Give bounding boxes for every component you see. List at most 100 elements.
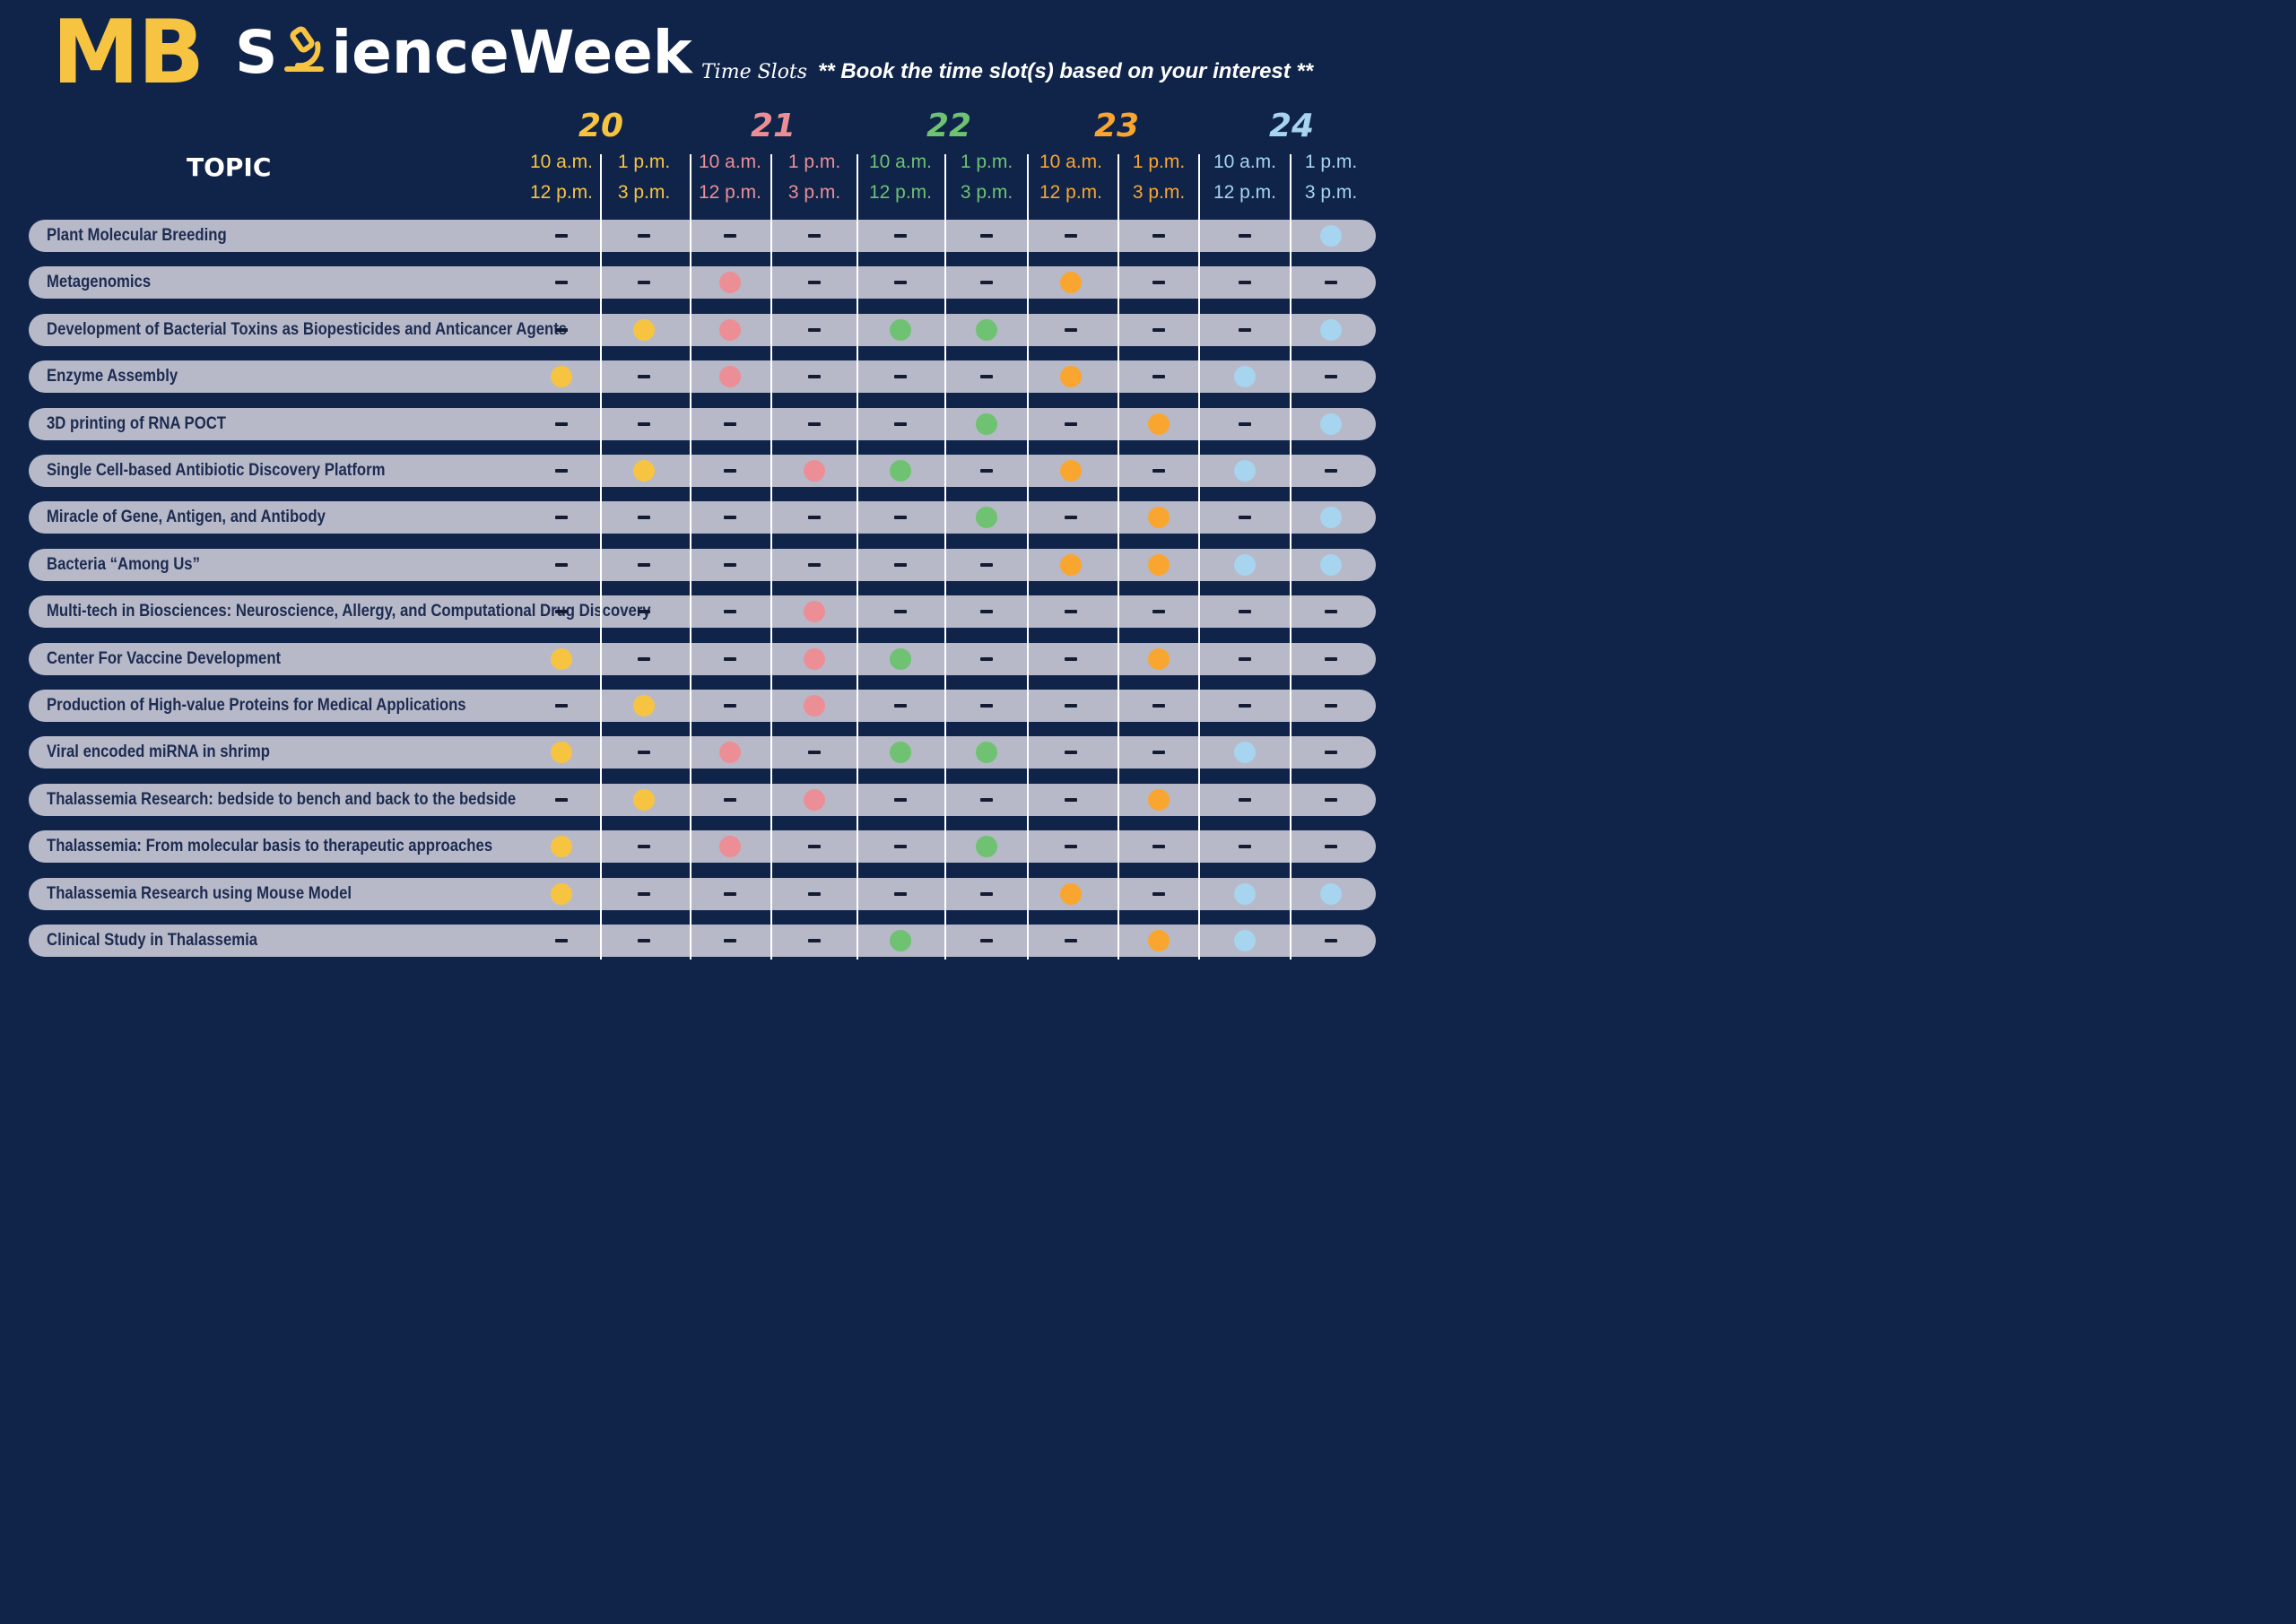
topic-label: Miracle of Gene, Antigen, and Antibody (47, 508, 326, 527)
available-slot-dot[interactable] (1060, 553, 1082, 576)
topic-label: Thalassemia: From molecular basis to the… (47, 837, 493, 856)
table-row (29, 313, 1376, 346)
available-slot-dot[interactable] (804, 601, 825, 623)
available-slot-dot[interactable] (1320, 507, 1342, 529)
available-slot-dot[interactable] (890, 318, 911, 341)
available-slot-dot[interactable] (1320, 413, 1342, 435)
available-slot-dot[interactable] (633, 460, 655, 482)
unavailable-slot-dash (808, 751, 821, 755)
available-slot-dot[interactable] (551, 836, 572, 858)
unavailable-slot-dash (1325, 281, 1337, 285)
available-slot-dot[interactable] (1234, 366, 1256, 388)
available-slot-dot[interactable] (976, 318, 997, 341)
slot-label: 1 p.m. 3 p.m. (1114, 147, 1204, 208)
day-label: 23 (1093, 108, 1140, 144)
available-slot-dot[interactable] (633, 695, 655, 716)
unavailable-slot-dash (1152, 375, 1165, 379)
slot-start: 1 p.m. (617, 152, 671, 172)
unavailable-slot-dash (555, 797, 568, 802)
available-slot-dot[interactable] (633, 788, 655, 811)
available-slot-dot[interactable] (551, 366, 572, 388)
available-slot-dot[interactable] (1234, 460, 1256, 482)
unavailable-slot-dash (808, 516, 821, 520)
unavailable-slot-dash (1152, 469, 1165, 473)
slot-end: 12 p.m. (868, 182, 933, 203)
slot-start: 10 a.m. (698, 152, 762, 172)
available-slot-dot[interactable] (976, 507, 997, 529)
topic-label: Thalassemia Research: bedside to bench a… (47, 789, 517, 809)
available-slot-dot[interactable] (1234, 742, 1256, 764)
slot-label: 1 p.m. 3 p.m. (770, 147, 859, 208)
available-slot-dot[interactable] (804, 460, 825, 482)
unavailable-slot-dash (638, 891, 650, 896)
unavailable-slot-dash (1152, 891, 1165, 896)
available-slot-dot[interactable] (1060, 272, 1082, 294)
available-slot-dot[interactable] (890, 930, 911, 951)
unavailable-slot-dash (1325, 469, 1337, 473)
available-slot-dot[interactable] (890, 460, 911, 482)
available-slot-dot[interactable] (719, 836, 741, 858)
unavailable-slot-dash (1239, 704, 1251, 708)
unavailable-slot-dash (1239, 281, 1251, 285)
available-slot-dot[interactable] (1060, 882, 1082, 905)
unavailable-slot-dash (894, 234, 907, 238)
available-slot-dot[interactable] (1234, 930, 1256, 951)
unavailable-slot-dash (808, 375, 821, 379)
available-slot-dot[interactable] (890, 742, 911, 764)
unavailable-slot-dash (1152, 845, 1165, 849)
available-slot-dot[interactable] (1320, 882, 1342, 905)
available-slot-dot[interactable] (633, 318, 655, 341)
available-slot-dot[interactable] (551, 647, 572, 670)
available-slot-dot[interactable] (1234, 882, 1256, 905)
available-slot-dot[interactable] (1060, 460, 1082, 482)
available-slot-dot[interactable] (1148, 413, 1170, 435)
available-slot-dot[interactable] (804, 647, 825, 670)
available-slot-dot[interactable] (1148, 553, 1170, 576)
unavailable-slot-dash (1065, 797, 1077, 802)
unavailable-slot-dash (980, 375, 993, 379)
unavailable-slot-dash (638, 939, 650, 942)
available-slot-dot[interactable] (1148, 788, 1170, 811)
available-slot-dot[interactable] (1320, 225, 1342, 247)
available-slot-dot[interactable] (719, 366, 741, 388)
unavailable-slot-dash (724, 610, 736, 614)
unavailable-slot-dash (894, 421, 907, 426)
available-slot-dot[interactable] (804, 788, 825, 811)
tagline: ** Book the time slot(s) based on your i… (818, 59, 1314, 83)
available-slot-dot[interactable] (719, 272, 741, 294)
slot-end: 3 p.m. (1132, 182, 1186, 203)
available-slot-dot[interactable] (804, 695, 825, 716)
available-slot-dot[interactable] (1320, 318, 1342, 341)
available-slot-dot[interactable] (976, 413, 997, 435)
slot-end: 3 p.m. (960, 182, 1013, 203)
available-slot-dot[interactable] (1148, 647, 1170, 670)
unavailable-slot-dash (894, 375, 907, 379)
available-slot-dot[interactable] (1234, 553, 1256, 576)
available-slot-dot[interactable] (1060, 366, 1082, 388)
available-slot-dot[interactable] (1320, 553, 1342, 576)
topic-label: Plant Molecular Breeding (47, 226, 227, 245)
unavailable-slot-dash (980, 562, 993, 567)
available-slot-dot[interactable] (976, 836, 997, 858)
unavailable-slot-dash (724, 939, 736, 942)
column-divider (1118, 154, 1119, 960)
available-slot-dot[interactable] (976, 742, 997, 764)
table-row (29, 690, 1376, 722)
available-slot-dot[interactable] (551, 882, 572, 905)
available-slot-dot[interactable] (1148, 507, 1170, 529)
column-divider (600, 154, 602, 960)
unavailable-slot-dash (555, 939, 568, 942)
available-slot-dot[interactable] (890, 647, 911, 670)
available-slot-dot[interactable] (1148, 930, 1170, 951)
slot-label: 10 a.m. 12 p.m. (856, 147, 945, 208)
available-slot-dot[interactable] (719, 318, 741, 341)
available-slot-dot[interactable] (719, 742, 741, 764)
unavailable-slot-dash (1325, 939, 1337, 942)
unavailable-slot-dash (1065, 327, 1077, 332)
unavailable-slot-dash (638, 751, 650, 755)
topic-label: Metagenomics (47, 273, 152, 292)
available-slot-dot[interactable] (551, 742, 572, 764)
unavailable-slot-dash (724, 891, 736, 896)
topic-label: Center For Vaccine Development (47, 648, 282, 668)
